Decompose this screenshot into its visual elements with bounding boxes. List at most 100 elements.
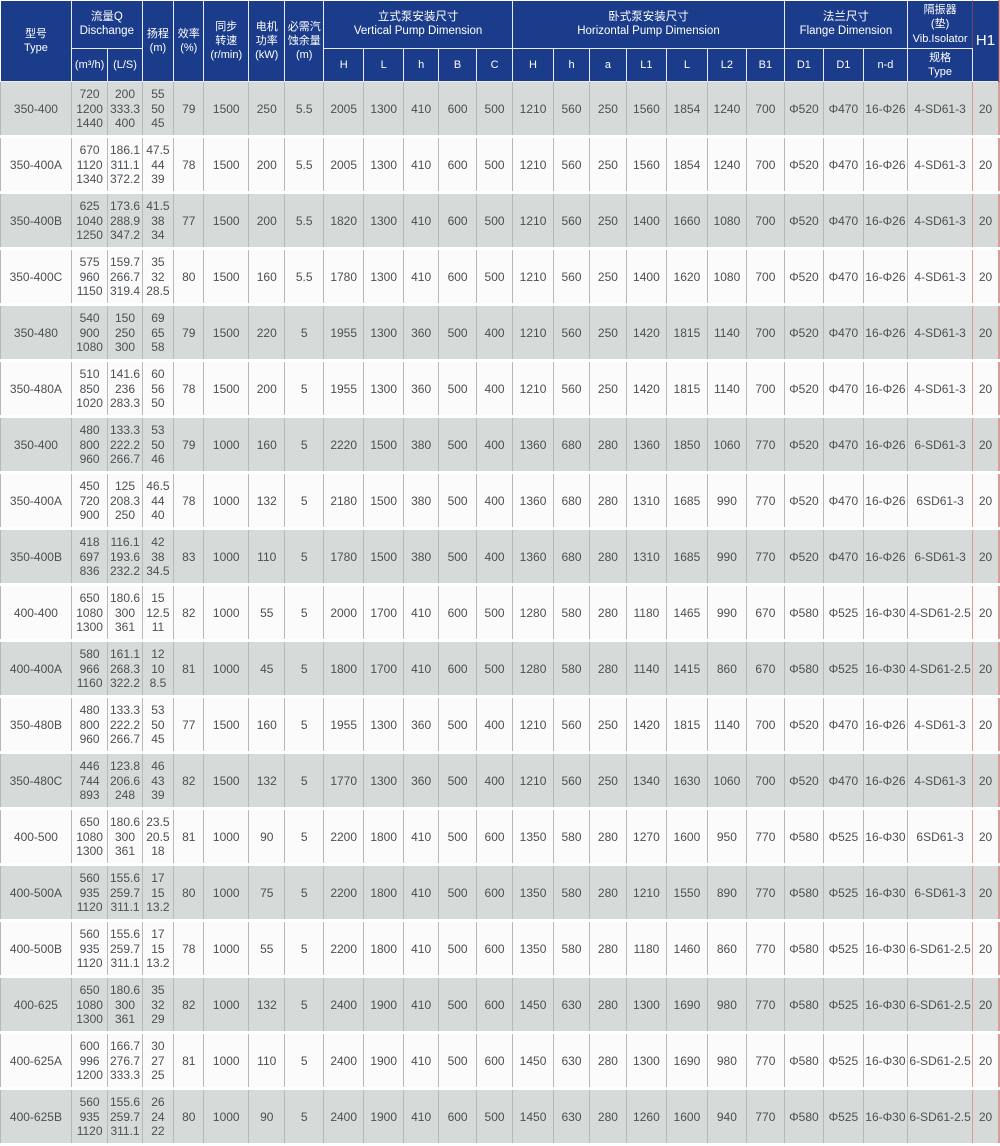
- cell-power: 132: [248, 472, 286, 531]
- col-header-h-B1: B1: [746, 47, 785, 83]
- cell-h-H: 1280: [512, 640, 554, 699]
- cell-flange-D1: Φ580: [783, 1032, 825, 1091]
- cell-h-a: 280: [589, 472, 627, 531]
- cell-h-B1: 700: [746, 304, 785, 363]
- cell-speed: 1000: [203, 416, 250, 475]
- col-header-efficiency: 效率 (%): [173, 0, 205, 83]
- cell-flange-D1b: Φ525: [823, 1088, 864, 1146]
- col-header-power: 电机 功率 (kW): [248, 0, 286, 83]
- cell-H1: 20: [971, 472, 1000, 531]
- cell-flange-D1b: Φ470: [823, 248, 864, 307]
- cell-npsh: 5: [284, 640, 324, 699]
- cell-v-H: 1955: [322, 360, 365, 419]
- cell-h-a: 250: [589, 81, 627, 139]
- cell-v-L: 1300: [363, 752, 404, 811]
- cell-speed: 1500: [203, 752, 250, 811]
- cell-flange-D1b: Φ525: [823, 864, 864, 923]
- cell-speed: 1000: [203, 1032, 250, 1091]
- cell-efficiency: 81: [173, 640, 205, 699]
- cell-v-H: 2200: [322, 808, 365, 867]
- cell-h-L2: 990: [706, 584, 748, 643]
- cell-h-L: 1630: [666, 752, 708, 811]
- cell-h-h: 560: [552, 248, 591, 307]
- cell-v-H: 2005: [322, 136, 365, 195]
- table-row: 400-625B 560 935 1120 155.6 259.7 311.1 26 …: [0, 1088, 1000, 1146]
- cell-v-B: 500: [438, 920, 477, 979]
- cell-efficiency: 82: [173, 584, 205, 643]
- cell-v-L: 1800: [363, 808, 404, 867]
- cell-h-H: 1210: [512, 360, 554, 419]
- cell-npsh: 5: [284, 360, 324, 419]
- col-header-v-H: H: [322, 47, 365, 83]
- cell-h-h: 630: [552, 1032, 591, 1091]
- cell-speed: 1500: [203, 81, 250, 139]
- cell-type: 350-480B: [0, 696, 72, 755]
- cell-npsh: 5.5: [284, 248, 324, 307]
- cell-flange-D1b: Φ470: [823, 136, 864, 195]
- cell-H1: 20: [971, 976, 1000, 1035]
- cell-h-a: 250: [589, 304, 627, 363]
- cell-h-H: 1210: [512, 304, 554, 363]
- cell-h-L: 1600: [666, 1088, 708, 1146]
- cell-v-h: 410: [402, 920, 440, 979]
- cell-head: 35 32 28.5: [141, 248, 175, 307]
- cell-flow-m3h: 650 1080 1300: [70, 808, 109, 867]
- cell-efficiency: 81: [173, 808, 205, 867]
- cell-type: 400-500: [0, 808, 72, 867]
- cell-h-L2: 1080: [706, 192, 748, 251]
- cell-h-L2: 1240: [706, 81, 748, 139]
- cell-efficiency: 80: [173, 864, 205, 923]
- cell-v-L: 1500: [363, 416, 404, 475]
- cell-h-L: 1815: [666, 696, 708, 755]
- cell-h-L2: 980: [706, 1032, 748, 1091]
- cell-speed: 1000: [203, 976, 250, 1035]
- cell-flange-D1b: Φ525: [823, 584, 864, 643]
- col-header-h-H: H: [512, 47, 554, 83]
- cell-h-L1: 1560: [625, 81, 668, 139]
- cell-h-L: 1600: [666, 808, 708, 867]
- cell-h-a: 280: [589, 528, 627, 587]
- cell-v-L: 1300: [363, 192, 404, 251]
- cell-flow-m3h: 560 935 1120: [70, 1088, 109, 1146]
- cell-h-B1: 770: [746, 472, 785, 531]
- cell-type: 400-500B: [0, 920, 72, 979]
- col-header-flange-group: 法兰尺寸 Flange Dimension: [783, 0, 909, 49]
- cell-npsh: 5: [284, 304, 324, 363]
- cell-h-L2: 1140: [706, 304, 748, 363]
- cell-head: 53 50 46: [141, 416, 175, 475]
- cell-v-L: 1300: [363, 304, 404, 363]
- cell-type: 400-500A: [0, 864, 72, 923]
- cell-vib-type: 4-SD61-3: [907, 248, 973, 307]
- cell-h-L2: 860: [706, 640, 748, 699]
- table-header: 型号 Type 流量Q Dischange 扬程 (m) 效率 (%) 同步 转…: [0, 0, 1000, 83]
- cell-h-a: 280: [589, 416, 627, 475]
- cell-power: 45: [248, 640, 286, 699]
- cell-H1: 20: [971, 1088, 1000, 1146]
- cell-flange-nd: 16-Φ26: [862, 472, 909, 531]
- table-row: 350-480 540 900 1080 150 250 300 69 65 58 79…: [0, 304, 1000, 363]
- table-row: 350-400A 450 720 900 125 208.3 250 46.5 44 …: [0, 472, 1000, 531]
- cell-h-B1: 700: [746, 192, 785, 251]
- cell-h-B1: 770: [746, 976, 785, 1035]
- cell-H1: 20: [971, 584, 1000, 643]
- cell-v-H: 2000: [322, 584, 365, 643]
- cell-flange-D1: Φ520: [783, 472, 825, 531]
- cell-h-B1: 770: [746, 920, 785, 979]
- col-header-type: 型号 Type: [0, 0, 72, 83]
- col-header-vertical-group: 立式泵安装尺寸 Vertical Pump Dimension: [322, 0, 514, 49]
- cell-flange-nd: 16-Φ30: [862, 1088, 909, 1146]
- table-row: 350-480C 446 744 893 123.8 206.6 248 46 43 …: [0, 752, 1000, 811]
- cell-h-h: 580: [552, 808, 591, 867]
- cell-speed: 1000: [203, 528, 250, 587]
- cell-power: 160: [248, 416, 286, 475]
- cell-v-B: 500: [438, 360, 477, 419]
- cell-v-L: 1300: [363, 360, 404, 419]
- table-row: 350-400B 625 1040 1250 173.6 288.9 347.2 41…: [0, 192, 1000, 251]
- cell-v-H: 1820: [322, 192, 365, 251]
- cell-head: 17 15 13.2: [141, 864, 175, 923]
- cell-efficiency: 80: [173, 248, 205, 307]
- cell-v-h: 410: [402, 1088, 440, 1146]
- cell-v-H: 1770: [322, 752, 365, 811]
- cell-h-H: 1210: [512, 248, 554, 307]
- cell-flange-nd: 16-Φ26: [862, 81, 909, 139]
